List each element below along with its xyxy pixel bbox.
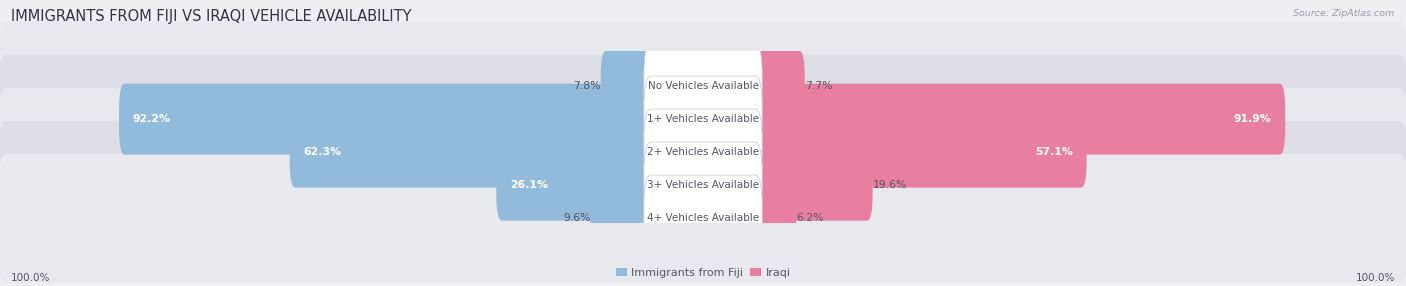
FancyBboxPatch shape	[0, 88, 1406, 217]
Text: 9.6%: 9.6%	[562, 213, 591, 223]
Text: 2+ Vehicles Available: 2+ Vehicles Available	[647, 147, 759, 157]
Text: 19.6%: 19.6%	[873, 180, 907, 190]
Text: 7.7%: 7.7%	[804, 81, 832, 91]
Text: 91.9%: 91.9%	[1233, 114, 1271, 124]
Text: 1+ Vehicles Available: 1+ Vehicles Available	[647, 114, 759, 124]
FancyBboxPatch shape	[749, 117, 1087, 188]
Text: 100.0%: 100.0%	[11, 273, 51, 283]
Text: 26.1%: 26.1%	[510, 180, 548, 190]
Text: 4+ Vehicles Available: 4+ Vehicles Available	[647, 213, 759, 223]
Text: 92.2%: 92.2%	[134, 114, 172, 124]
Text: 62.3%: 62.3%	[304, 147, 342, 157]
FancyBboxPatch shape	[290, 117, 657, 188]
Text: 6.2%: 6.2%	[796, 213, 824, 223]
FancyBboxPatch shape	[496, 150, 657, 221]
FancyBboxPatch shape	[749, 51, 804, 122]
Text: 100.0%: 100.0%	[1355, 273, 1395, 283]
FancyBboxPatch shape	[644, 109, 762, 195]
FancyBboxPatch shape	[644, 76, 762, 162]
FancyBboxPatch shape	[0, 154, 1406, 283]
Legend: Immigrants from Fiji, Iraqi: Immigrants from Fiji, Iraqi	[612, 264, 794, 283]
FancyBboxPatch shape	[0, 55, 1406, 184]
Text: 57.1%: 57.1%	[1035, 147, 1073, 157]
FancyBboxPatch shape	[0, 22, 1406, 150]
FancyBboxPatch shape	[749, 183, 796, 254]
FancyBboxPatch shape	[591, 183, 657, 254]
FancyBboxPatch shape	[120, 84, 657, 155]
Text: 7.8%: 7.8%	[574, 81, 600, 91]
Text: No Vehicles Available: No Vehicles Available	[648, 81, 758, 91]
FancyBboxPatch shape	[644, 142, 762, 228]
Text: Source: ZipAtlas.com: Source: ZipAtlas.com	[1294, 9, 1395, 17]
FancyBboxPatch shape	[644, 175, 762, 261]
FancyBboxPatch shape	[644, 43, 762, 129]
FancyBboxPatch shape	[0, 121, 1406, 249]
FancyBboxPatch shape	[600, 51, 657, 122]
FancyBboxPatch shape	[749, 84, 1285, 155]
Text: 3+ Vehicles Available: 3+ Vehicles Available	[647, 180, 759, 190]
Text: IMMIGRANTS FROM FIJI VS IRAQI VEHICLE AVAILABILITY: IMMIGRANTS FROM FIJI VS IRAQI VEHICLE AV…	[11, 9, 412, 23]
FancyBboxPatch shape	[749, 150, 873, 221]
